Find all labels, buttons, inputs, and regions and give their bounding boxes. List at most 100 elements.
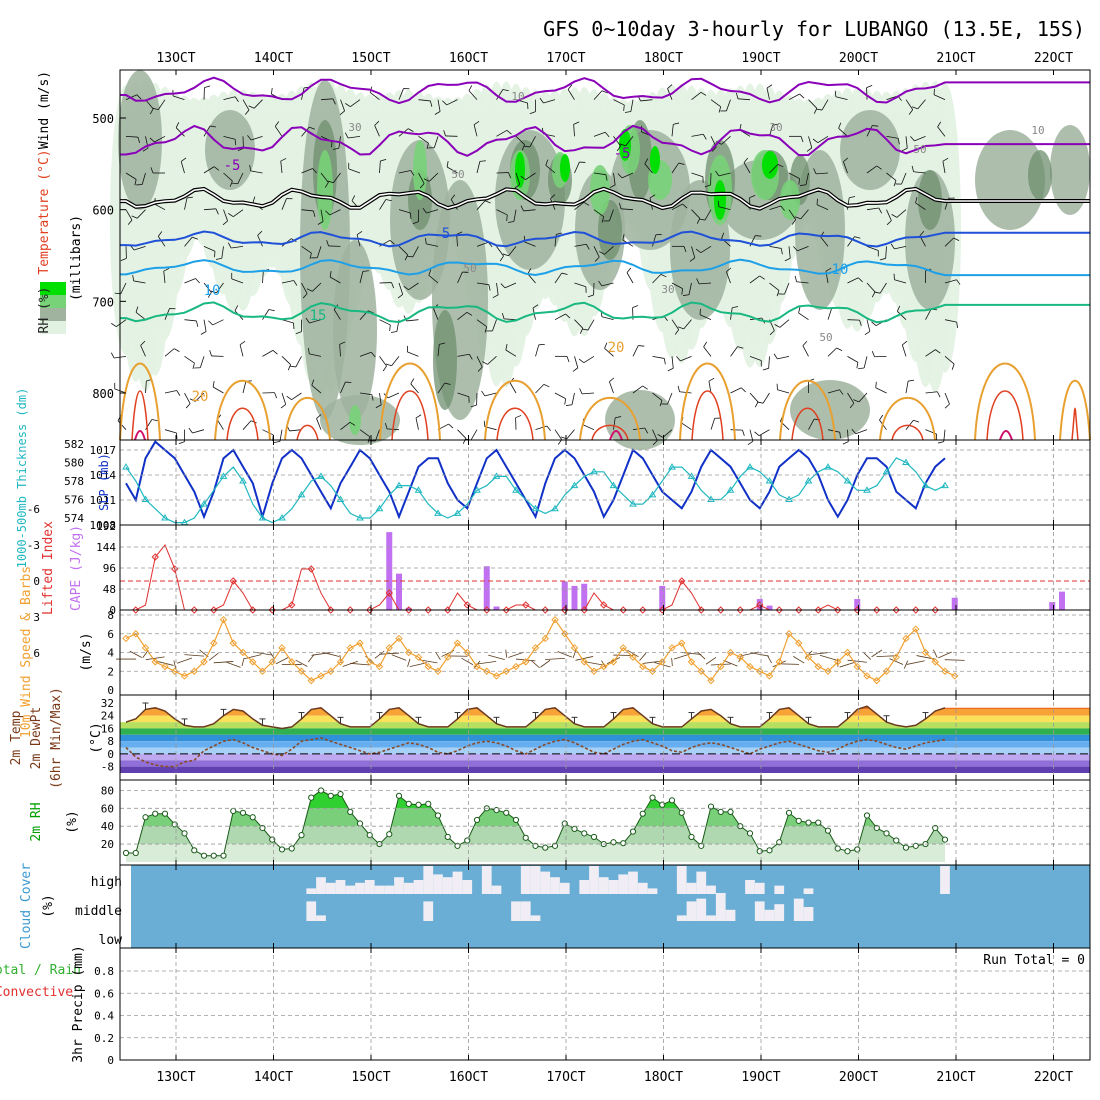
li-point bbox=[834, 606, 842, 614]
barb-flag bbox=[521, 144, 525, 151]
cape-bar bbox=[483, 566, 490, 610]
wind-barb-10m bbox=[710, 663, 731, 666]
cloud-cell bbox=[774, 904, 785, 921]
barb-shaft bbox=[184, 356, 195, 364]
barb-shaft bbox=[604, 348, 614, 357]
wind-speed-point bbox=[902, 634, 910, 643]
wind-barb bbox=[757, 392, 770, 404]
barb-shaft bbox=[554, 272, 563, 284]
barb-shaft bbox=[583, 356, 595, 364]
wind-speed-point bbox=[600, 662, 608, 671]
wind-barb-10m bbox=[488, 654, 505, 661]
wind-speed-point bbox=[327, 667, 335, 675]
thickness-point bbox=[687, 472, 696, 479]
rh-point bbox=[278, 846, 286, 853]
barb-flag bbox=[849, 196, 856, 199]
wind-barb bbox=[398, 209, 412, 219]
wind-barb bbox=[699, 308, 712, 321]
wind-speed-point bbox=[210, 639, 218, 647]
barb-flag bbox=[937, 391, 941, 398]
barb-flag bbox=[717, 200, 720, 207]
thickness-point bbox=[804, 477, 813, 484]
barb-flag bbox=[703, 341, 708, 348]
thickness-point bbox=[200, 500, 208, 507]
wind-barb bbox=[434, 99, 441, 115]
x-tick-bottom: 21OCT bbox=[936, 1070, 975, 1085]
barb-shaft bbox=[223, 209, 228, 222]
barb-flag bbox=[287, 364, 291, 371]
barb-flag bbox=[362, 270, 369, 272]
wind-barb bbox=[375, 392, 382, 409]
barb-flag bbox=[316, 414, 322, 419]
wind-barb-10m bbox=[839, 661, 856, 668]
barb-flag bbox=[309, 126, 315, 130]
thickness-point bbox=[531, 504, 540, 512]
barb-shaft bbox=[257, 235, 263, 247]
wind-barb bbox=[208, 319, 224, 326]
temp-contour-15 bbox=[120, 301, 1090, 324]
barb-flag bbox=[660, 274, 667, 278]
barb-shaft bbox=[154, 135, 166, 143]
barb-flag bbox=[192, 362, 195, 369]
barb-flag bbox=[305, 317, 310, 324]
li-line bbox=[126, 544, 945, 611]
barb-shaft bbox=[172, 95, 185, 101]
barb-shaft bbox=[242, 99, 250, 111]
y-tick-right: 192 bbox=[96, 520, 116, 533]
y-tick-left: 574 bbox=[64, 512, 84, 525]
barb-flag bbox=[248, 105, 255, 109]
wind-speed-point bbox=[405, 648, 413, 657]
barb-shaft bbox=[398, 246, 408, 255]
barb-flag bbox=[609, 184, 616, 189]
barb-flag bbox=[110, 352, 115, 359]
rh-point bbox=[347, 808, 354, 816]
y-tick: 0 bbox=[107, 684, 114, 697]
rh-band bbox=[126, 790, 945, 809]
cloud-cell bbox=[316, 915, 326, 921]
wind-barb bbox=[554, 272, 568, 284]
temp-band bbox=[120, 734, 1090, 742]
barb-shaft bbox=[250, 170, 263, 174]
thickness-point bbox=[921, 481, 930, 489]
rh-point bbox=[659, 801, 666, 808]
barb-shaft bbox=[529, 136, 536, 148]
wind-barb bbox=[754, 429, 770, 437]
barb-flag bbox=[642, 385, 648, 390]
barb-shaft bbox=[913, 171, 926, 174]
cloud-cell bbox=[803, 888, 814, 894]
barb-shaft bbox=[437, 344, 440, 357]
y-tick: 8 bbox=[107, 735, 114, 748]
barb-shaft bbox=[274, 126, 283, 137]
li-point bbox=[424, 606, 432, 614]
wind-speed-point bbox=[619, 644, 627, 652]
barb-flag bbox=[674, 329, 680, 335]
barb-flag bbox=[407, 128, 414, 132]
barb-flag bbox=[567, 84, 573, 90]
barb-flag bbox=[444, 382, 451, 385]
wind-barb bbox=[678, 319, 692, 330]
wind-barb-10m bbox=[213, 661, 234, 664]
barb-flag bbox=[622, 234, 625, 241]
barb-flag bbox=[477, 366, 483, 372]
temp-contour-25 bbox=[591, 424, 629, 441]
wind-speed-point bbox=[795, 639, 803, 647]
li-point bbox=[268, 606, 276, 614]
rh-point bbox=[912, 842, 919, 849]
barb-shaft bbox=[125, 209, 133, 221]
barb-shaft bbox=[133, 280, 146, 284]
wind-barb bbox=[340, 381, 352, 394]
wind-barb bbox=[598, 280, 614, 287]
wind-speed-point bbox=[804, 653, 813, 661]
barb-flag bbox=[252, 196, 256, 203]
thickness-point bbox=[785, 495, 793, 502]
wind-barb-10m bbox=[342, 660, 358, 667]
wind-barb bbox=[203, 85, 211, 100]
wind-barb bbox=[774, 319, 790, 328]
barb-flag bbox=[514, 184, 520, 189]
wind-barb bbox=[379, 158, 387, 174]
barb-shaft bbox=[164, 390, 177, 394]
x-tick-top: 22OCT bbox=[1034, 51, 1073, 66]
wind-speed-point bbox=[288, 658, 296, 666]
temp-band bbox=[120, 753, 1090, 761]
li-point bbox=[502, 606, 510, 614]
